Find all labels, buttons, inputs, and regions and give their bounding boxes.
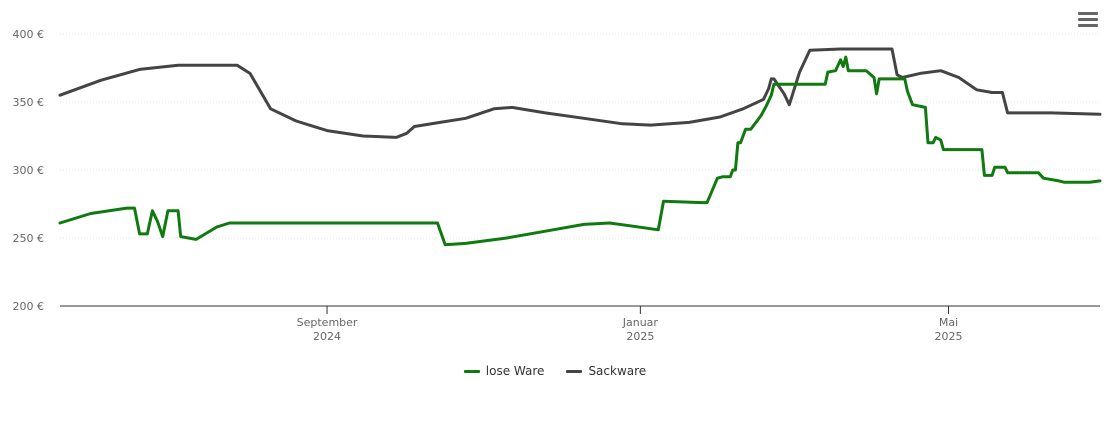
chart-menu-button[interactable] bbox=[1078, 12, 1098, 30]
y-tick-label: 350 € bbox=[13, 96, 45, 109]
x-tick-month: Mai bbox=[939, 316, 958, 329]
x-tick-year: 2025 bbox=[626, 330, 654, 343]
y-tick-label: 400 € bbox=[13, 28, 45, 41]
y-axis-ticks: 200 € 250 € 300 € 350 € 400 € bbox=[13, 28, 45, 313]
legend-item-lose-ware[interactable]: lose Ware bbox=[463, 364, 545, 378]
y-tick-label: 300 € bbox=[13, 164, 45, 177]
series-line-lose-ware bbox=[58, 55, 1102, 247]
x-tick-month: Januar bbox=[622, 316, 659, 329]
grid-lines bbox=[60, 33, 1100, 239]
y-tick-label: 200 € bbox=[13, 300, 45, 313]
y-tick-label: 250 € bbox=[13, 232, 45, 245]
x-tick-year: 2024 bbox=[313, 330, 341, 343]
x-tick-month: September bbox=[297, 316, 358, 329]
hamburger-menu-icon bbox=[1078, 12, 1098, 27]
legend-swatch-sackware bbox=[566, 369, 583, 373]
legend-item-sackware[interactable]: Sackware bbox=[566, 364, 646, 378]
x-tick-year: 2025 bbox=[934, 330, 962, 343]
legend-label-sackware: Sackware bbox=[588, 364, 647, 378]
series-lines bbox=[58, 47, 1102, 247]
legend: lose Ware Sackware bbox=[0, 364, 1110, 378]
series-line-sackware bbox=[58, 47, 1102, 139]
legend-swatch-lose-ware bbox=[463, 369, 480, 373]
legend-label-lose-ware: lose Ware bbox=[485, 364, 545, 378]
